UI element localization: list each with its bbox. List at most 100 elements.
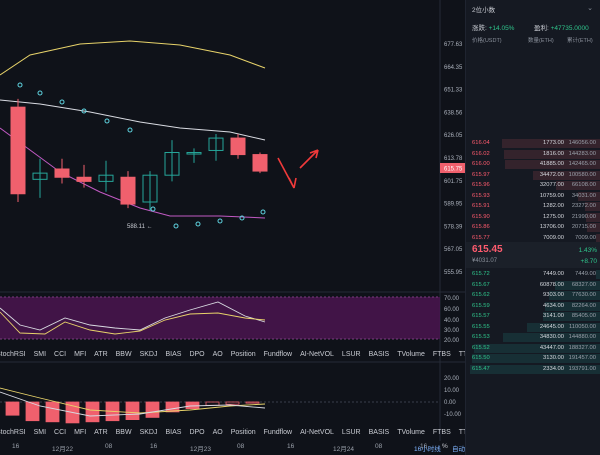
- indicator-tab[interactable]: Position: [230, 351, 256, 358]
- indicator-tab[interactable]: SMI: [33, 429, 47, 436]
- depth-bar: [470, 364, 600, 374]
- bid-row[interactable]: 615.52 43447.00 188327.00: [466, 343, 600, 353]
- candle-body: [252, 154, 268, 172]
- indicator-tab[interactable]: AO: [212, 429, 223, 436]
- indicator-tab[interactable]: TVolume: [397, 351, 425, 358]
- ask-row[interactable]: 615.96 32077.00 66108.00: [466, 181, 600, 190]
- candle-body: [10, 106, 26, 195]
- macd-histogram-bar: [165, 401, 180, 413]
- chart-area[interactable]: 677.63 664.35 651.33 638.56 626.05 613.78 601.…: [0, 0, 552, 455]
- indicator-tab[interactable]: FTBS: [432, 429, 451, 436]
- macd-histogram-bar: [225, 401, 240, 405]
- order-total: 142465.00: [568, 161, 596, 167]
- ask-row[interactable]: 616.02 1816.00 144283.00: [466, 149, 600, 159]
- indicator-tab[interactable]: BASIS: [368, 351, 390, 358]
- ask-row[interactable]: 615.93 10759.00 34031.00: [466, 191, 600, 201]
- indicator-tab[interactable]: DPO: [189, 351, 205, 358]
- ask-row[interactable]: 615.90 1275.00 21990.00: [466, 212, 600, 222]
- indicator-tab[interactable]: BBW: [115, 351, 132, 358]
- order-qty: 34830.00: [539, 334, 564, 340]
- percent-toggle[interactable]: %: [442, 443, 448, 450]
- indicator-tab[interactable]: MFI: [74, 429, 87, 436]
- price-tick-label: 555.95: [444, 270, 463, 276]
- depth-bar: [556, 181, 600, 190]
- bid-row[interactable]: 615.67 60878.00 68327.00: [466, 280, 600, 290]
- auto-toggle[interactable]: 自动: [452, 446, 465, 453]
- indicator-tab[interactable]: TVolume: [397, 429, 425, 436]
- bid-row[interactable]: 615.57 3141.00 85405.00: [466, 312, 600, 321]
- change-stat: 涨跌: +14.05%: [472, 22, 514, 32]
- indicator-tab[interactable]: SKDJ: [139, 351, 158, 358]
- bid-row[interactable]: 615.62 9303.00 77630.00: [466, 291, 600, 300]
- precision-select[interactable]: 2位小数 ⌄: [472, 4, 595, 16]
- bid-row[interactable]: 615.72 7449.00 7449.00: [466, 270, 600, 279]
- indicator-tab[interactable]: ATR: [94, 351, 108, 358]
- indicator-tab[interactable]: CCI: [54, 429, 67, 436]
- bid-row[interactable]: 615.50 3130.00 191457.00: [466, 354, 600, 363]
- bid-row[interactable]: 615.47 2334.00 193791.00: [466, 364, 600, 374]
- indicator-tab[interactable]: AO: [212, 351, 223, 358]
- date-tick-label: 08: [237, 443, 245, 450]
- indicator-tab[interactable]: LSUR: [341, 429, 361, 436]
- sar-dot: [173, 223, 179, 229]
- indicator-tab[interactable]: Fundflow: [263, 429, 293, 436]
- indicator-tab[interactable]: BASIS: [368, 429, 390, 436]
- indicator-tab[interactable]: ATR: [94, 429, 108, 436]
- order-price: 615.93: [472, 192, 490, 199]
- ask-row[interactable]: 616.00 41885.00 142465.00: [466, 160, 600, 169]
- price-tick-label: 613.78: [444, 156, 463, 162]
- depth-bar: [555, 280, 600, 290]
- price-tick-label: 589.95: [444, 202, 463, 208]
- indicator-tab[interactable]: FTBS: [432, 351, 451, 358]
- order-qty: 1282.00: [543, 203, 564, 209]
- low-annotation: 588.11 ←: [127, 224, 153, 230]
- indicator-tab[interactable]: BBW: [115, 429, 132, 436]
- depth-bar: [596, 233, 600, 243]
- order-price: 615.57: [472, 313, 490, 319]
- price-tick-label: 651.33: [444, 88, 463, 94]
- ask-row[interactable]: 615.86 13706.00 20715.00: [466, 223, 600, 232]
- ask-row[interactable]: 616.04 1773.00 146056.00: [466, 139, 600, 148]
- indicator-tab[interactable]: Position: [230, 429, 256, 436]
- ask-row[interactable]: 615.97 34472.00 100580.00: [466, 170, 600, 180]
- last-price-block: 615.45 ¥4031.07 1.43% +8.70: [466, 242, 600, 268]
- order-price: 615.62: [472, 292, 490, 298]
- ask-row[interactable]: 615.91 1282.00 23272.00: [466, 202, 600, 211]
- candle-body: [76, 176, 92, 182]
- macd-histogram-bar: [185, 401, 200, 409]
- chart-canvas[interactable]: 677.63 664.35 651.33 638.56 626.05 613.78 601.…: [0, 0, 465, 455]
- order-qty: 3130.00: [543, 355, 564, 361]
- indicator-tab[interactable]: SMI: [33, 351, 47, 358]
- order-total: 68327.00: [571, 281, 596, 288]
- bid-row[interactable]: 615.59 4634.00 82264.00: [466, 301, 600, 311]
- indicator-tab[interactable]: AI-NetVOL: [300, 351, 334, 358]
- bid-row[interactable]: 615.53 34830.00 144880.00: [466, 333, 600, 342]
- osc-tick-label: 20.00: [444, 338, 460, 344]
- bid-row[interactable]: 615.55 24645.00 110050.00: [466, 322, 600, 332]
- indicator-tab[interactable]: AI-NetVOL: [300, 429, 334, 436]
- indicator-tab[interactable]: Fundflow: [263, 351, 293, 358]
- date-tick-label: 12月23: [190, 446, 211, 453]
- indicator-tab[interactable]: BIAS: [165, 351, 182, 358]
- ask-row[interactable]: 615.77 7009.00 7009.00: [466, 233, 600, 243]
- timeframe-toggle[interactable]: 16小时线: [414, 446, 441, 453]
- indicator-tab[interactable]: MFI: [74, 351, 87, 358]
- col-total-header: 累计(ETH): [567, 38, 593, 44]
- depth-bar: [504, 149, 600, 159]
- current-price-tag: [440, 163, 465, 173]
- macd-line: [0, 391, 266, 417]
- indicator-tab[interactable]: BIAS: [165, 429, 182, 436]
- macd-tick-label: 10.00: [444, 388, 460, 394]
- oscillator-band: [0, 297, 440, 339]
- indicator-tab[interactable]: SKDJ: [139, 429, 158, 436]
- macd-histogram-bar: [5, 401, 20, 416]
- date-tick-label: 12月24: [333, 446, 354, 453]
- red-arrow-up: [299, 149, 319, 169]
- order-total: 193791.00: [568, 365, 596, 372]
- indicator-tab[interactable]: DPO: [189, 429, 205, 436]
- indicator-tab[interactable]: CCI: [54, 351, 67, 358]
- candle-body: [142, 174, 158, 203]
- indicator-tab[interactable]: LSUR: [341, 351, 361, 358]
